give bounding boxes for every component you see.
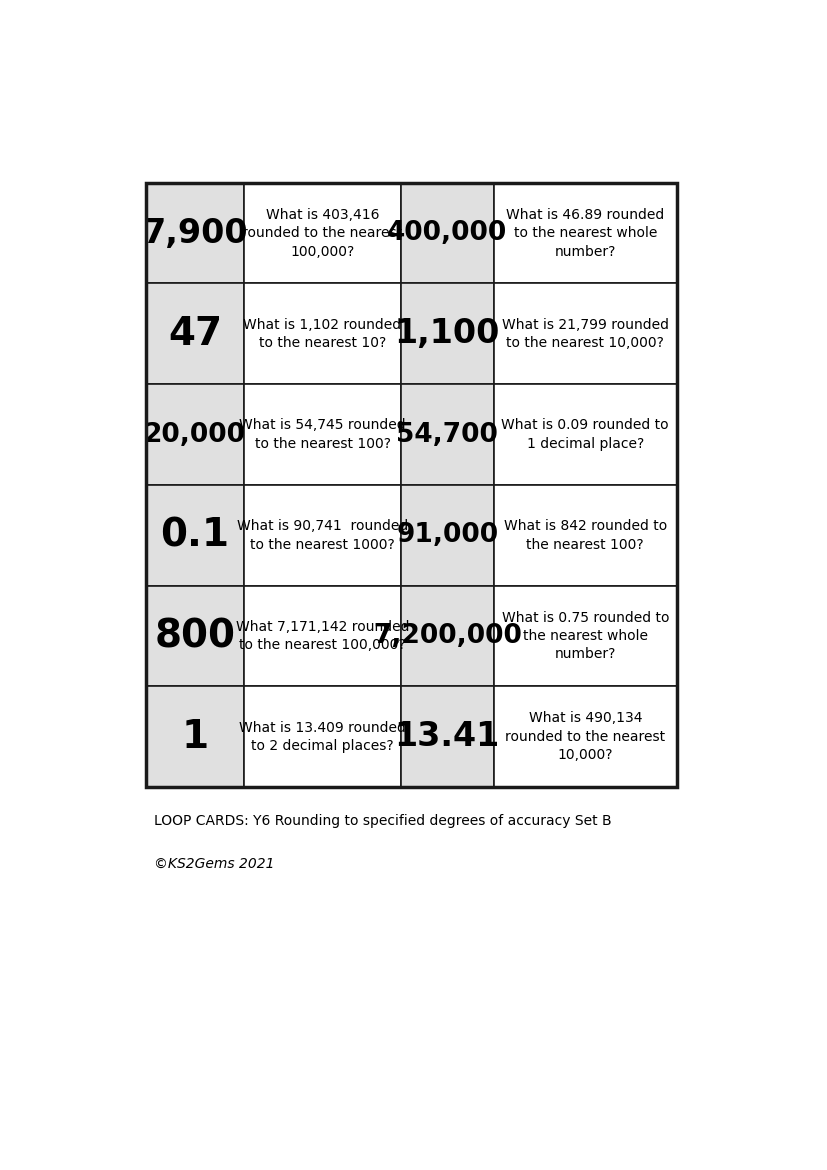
Bar <box>401 183 494 283</box>
Bar <box>146 283 244 384</box>
Text: What is 0.09 rounded to
1 decimal place?: What is 0.09 rounded to 1 decimal place? <box>501 419 669 450</box>
Text: What is 13.409 rounded
to 2 decimal places?: What is 13.409 rounded to 2 decimal plac… <box>239 721 406 753</box>
Text: What is 90,741  rounded
to the nearest 1000?: What is 90,741 rounded to the nearest 10… <box>237 519 409 551</box>
Bar <box>146 183 676 787</box>
Text: What is 0.75 rounded to
the nearest whole
number?: What is 0.75 rounded to the nearest whol… <box>501 611 669 661</box>
Text: 7,200,000: 7,200,000 <box>373 624 522 649</box>
Text: 1,100: 1,100 <box>394 317 500 350</box>
Bar <box>244 384 401 486</box>
Bar <box>494 283 676 384</box>
Text: 7,900: 7,900 <box>142 216 248 249</box>
Bar <box>244 183 401 283</box>
Bar <box>146 486 244 586</box>
Text: 1: 1 <box>182 718 208 756</box>
Bar <box>244 283 401 384</box>
Bar <box>494 586 676 687</box>
Text: LOOP CARDS: Y6 Rounding to specified degrees of accuracy Set B: LOOP CARDS: Y6 Rounding to specified deg… <box>154 814 611 828</box>
Text: 400,000: 400,000 <box>387 220 508 246</box>
Bar <box>146 586 244 687</box>
Text: 13.41: 13.41 <box>394 721 500 753</box>
Text: What is 490,134
rounded to the nearest
10,000?: What is 490,134 rounded to the nearest 1… <box>505 711 666 762</box>
Bar <box>244 586 401 687</box>
Text: What is 403,416
rounded to the nearest
100,000?: What is 403,416 rounded to the nearest 1… <box>242 208 403 259</box>
Bar <box>401 384 494 486</box>
Bar <box>401 486 494 586</box>
Text: What is 842 rounded to
the nearest 100?: What is 842 rounded to the nearest 100? <box>504 519 667 551</box>
Bar <box>494 183 676 283</box>
Text: What is 1,102 rounded
to the nearest 10?: What is 1,102 rounded to the nearest 10? <box>243 318 402 350</box>
Bar <box>401 586 494 687</box>
Bar <box>146 687 244 787</box>
Text: What is 46.89 rounded
to the nearest whole
number?: What is 46.89 rounded to the nearest who… <box>506 208 664 259</box>
Bar <box>494 384 676 486</box>
Text: What is 54,745 rounded
to the nearest 100?: What is 54,745 rounded to the nearest 10… <box>239 419 406 450</box>
Bar <box>244 687 401 787</box>
Text: What is 21,799 rounded
to the nearest 10,000?: What is 21,799 rounded to the nearest 10… <box>502 318 669 350</box>
Text: 20,000: 20,000 <box>144 421 246 448</box>
Bar <box>146 384 244 486</box>
Text: 47: 47 <box>168 315 222 353</box>
Text: What 7,171,142 rounded
to the nearest 100,000?: What 7,171,142 rounded to the nearest 10… <box>236 620 409 653</box>
Bar <box>401 283 494 384</box>
Text: 54,700: 54,700 <box>396 421 498 448</box>
Bar <box>494 486 676 586</box>
Text: ©KS2Gems 2021: ©KS2Gems 2021 <box>154 856 275 870</box>
Text: 91,000: 91,000 <box>396 522 499 549</box>
Bar <box>401 687 494 787</box>
Text: 800: 800 <box>155 617 236 655</box>
Bar <box>244 486 401 586</box>
Bar <box>494 687 676 787</box>
Text: 0.1: 0.1 <box>160 516 230 555</box>
Bar <box>146 183 244 283</box>
